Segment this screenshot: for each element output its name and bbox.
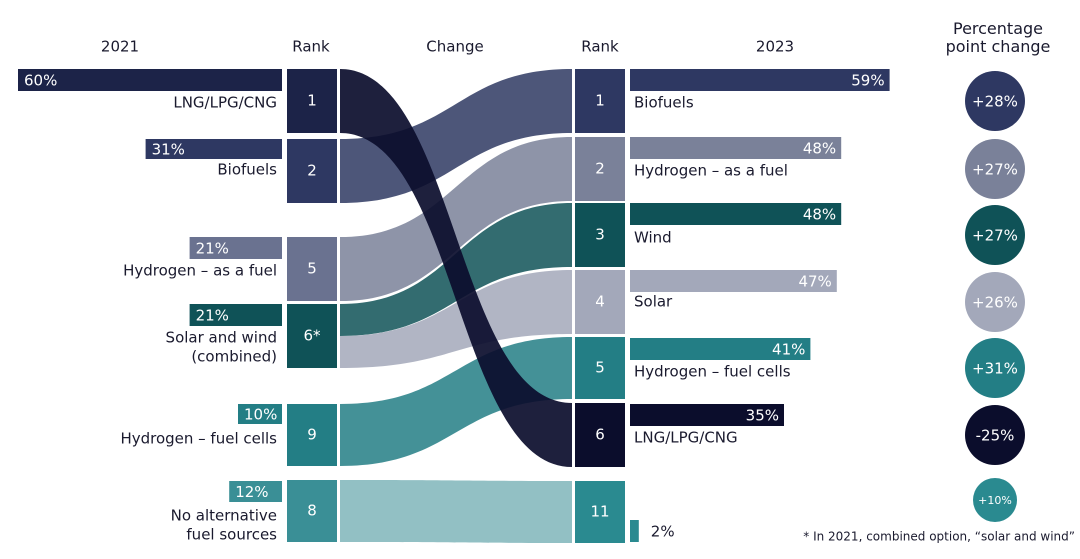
pp-label: +10% (978, 494, 1012, 507)
rank-box (287, 304, 337, 368)
pp-circle (965, 205, 1025, 265)
bar (189, 304, 282, 326)
label: No alternative (171, 507, 277, 525)
rank-box (287, 139, 337, 203)
rank-box (287, 237, 337, 301)
rank: 5 (595, 359, 605, 377)
rank: 6* (303, 327, 321, 345)
bar (630, 338, 811, 360)
header: Change (426, 38, 483, 56)
value-label: 47% (798, 273, 831, 291)
flows (340, 69, 572, 543)
rank-box (575, 137, 625, 201)
pp-label: -25% (976, 427, 1015, 445)
label: Solar (634, 293, 673, 311)
rank-box (575, 69, 625, 133)
value-label: 48% (803, 206, 836, 224)
value-label: 10% (244, 406, 277, 424)
pp-label: +27% (972, 227, 1018, 245)
rank: 1 (307, 92, 317, 110)
pp-label: +26% (972, 294, 1018, 312)
value-label: 21% (196, 240, 229, 258)
pp-label: +28% (972, 93, 1018, 111)
bar (145, 139, 282, 159)
rank: 6 (595, 426, 605, 444)
label: Hydrogen – fuel cells (120, 430, 277, 448)
label: Biofuels (634, 94, 694, 112)
flow (340, 270, 572, 368)
value-label: 21% (196, 307, 229, 325)
rank-box (575, 270, 625, 334)
bar (238, 404, 282, 424)
pp-circle (965, 139, 1025, 199)
label: fuel sources (186, 526, 277, 544)
header: 2023 (756, 38, 794, 56)
rank-box (575, 337, 625, 399)
pp-circle (973, 478, 1017, 522)
header: 2021 (101, 38, 139, 56)
pp-circle (965, 338, 1025, 398)
bar (630, 137, 842, 159)
bar (630, 270, 837, 292)
bar (630, 520, 639, 542)
header: Rank (292, 38, 330, 56)
label: Hydrogen – as a fuel (123, 262, 277, 280)
label: Wind (634, 229, 672, 247)
label: Biofuels (217, 161, 277, 179)
value-label: 31% (152, 141, 185, 159)
value-label: 12% (235, 483, 268, 501)
flow (340, 69, 572, 203)
label: (combined) (191, 348, 277, 366)
value-label: 2% (651, 523, 675, 541)
pp-circle (965, 71, 1025, 131)
rank-box (575, 203, 625, 267)
value-label: 59% (851, 72, 884, 90)
rank-box (575, 481, 625, 543)
rank: 2 (595, 160, 605, 178)
header: Percentage point change (945, 19, 1051, 56)
value-label: 35% (746, 407, 779, 425)
rank-box (575, 403, 625, 467)
flow (340, 137, 572, 301)
label: Hydrogen – as a fuel (634, 162, 788, 180)
rank: 4 (595, 293, 605, 311)
flow (340, 69, 572, 467)
value-label: 48% (803, 140, 836, 158)
label: Solar and wind (166, 329, 277, 347)
value-label: 41% (772, 341, 805, 359)
label: LNG/LPG/CNG (634, 429, 738, 447)
pp-label: +27% (972, 161, 1018, 179)
rank: 8 (307, 502, 317, 520)
pp-circle (965, 272, 1025, 332)
rank: 3 (595, 226, 605, 244)
pp-label: +31% (972, 360, 1018, 378)
header: Rank (581, 38, 619, 56)
value-label: 60% (24, 72, 57, 90)
label: LNG/LPG/CNG (173, 94, 277, 112)
bar (630, 69, 890, 91)
bar (630, 203, 842, 225)
rank-box (287, 69, 337, 133)
rank: 9 (307, 426, 317, 444)
pp-circle (965, 405, 1025, 465)
flow (340, 480, 572, 543)
label: Hydrogen – fuel cells (634, 363, 791, 381)
bar (189, 237, 282, 259)
rank: 11 (590, 503, 609, 521)
rank-box (287, 404, 337, 466)
rank: 2 (307, 162, 317, 180)
rank: 1 (595, 92, 605, 110)
rank: 5 (307, 260, 317, 278)
bar (630, 404, 784, 426)
footnote: * In 2021, combined option, “solar and w… (803, 530, 1075, 544)
bar (229, 481, 282, 502)
rank-box (287, 480, 337, 542)
bar (18, 69, 282, 91)
